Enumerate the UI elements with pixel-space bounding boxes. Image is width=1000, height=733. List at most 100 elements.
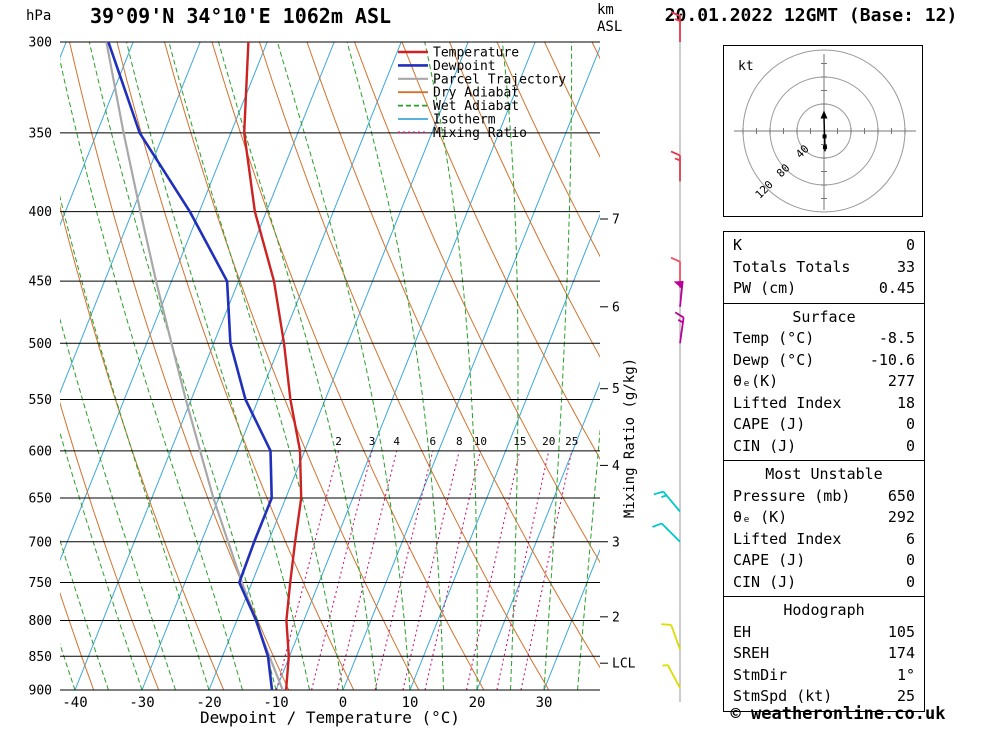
stat-label: EH (733, 622, 752, 641)
temp-tick-label: 0 (339, 695, 347, 711)
hodograph-ring-label: 120 (753, 178, 776, 201)
stat-label: SREH (733, 644, 770, 662)
asl-unit-label: ASL (597, 19, 623, 35)
stat-row: CIN (J) 0 (733, 572, 915, 594)
dewpoint-curve (107, 42, 274, 690)
mixing-ratio-value-label: 10 (474, 435, 487, 448)
hodograph-arrowhead (820, 110, 828, 119)
stat-value: 0 (905, 551, 915, 569)
stat-row: StmDir 1° (733, 665, 915, 687)
mixing-ratio-value-label: 6 (429, 435, 436, 448)
stat-label: CIN (J) (733, 572, 797, 591)
stats-section-most-unstable: Most Unstable Pressure (mb) 650 θₑ (K) 292 Li… (723, 460, 925, 597)
stat-row: Pressure (mb) 650 (733, 486, 915, 508)
stat-label: θₑ(K) (733, 372, 779, 390)
stat-value: 292 (887, 508, 915, 526)
isotherm-line (60, 42, 201, 394)
km-tick-label: 6 (612, 300, 620, 315)
legend-label: Dry Adiabat (433, 86, 519, 101)
altitude-axis-unit-label: km ASL (597, 2, 622, 36)
wind-barb (661, 623, 681, 650)
wind-barb-column (652, 11, 685, 702)
hodograph-ring-label: 40 (793, 142, 812, 161)
pressure-tick-label: 450 (29, 275, 52, 290)
pressure-tick-label: 500 (29, 337, 52, 352)
profiles (105, 42, 303, 690)
stat-label: PW (cm) (733, 279, 797, 297)
stat-label: Dewp (°C) (733, 350, 815, 369)
pressure-tick-label: 400 (29, 205, 52, 220)
stat-label: Temp (°C) (733, 329, 815, 347)
mixing-ratio-value-label: 25 (565, 435, 578, 448)
mixing-ratio-value-label: 3 (369, 435, 376, 448)
section-title: Hodograph (783, 601, 865, 619)
isotherm-line (60, 42, 268, 562)
section-title: Surface (792, 307, 856, 326)
temp-tick-label: 20 (469, 695, 486, 711)
temp-tick-label: 30 (536, 695, 553, 711)
stat-label: CAPE (J) (733, 551, 806, 569)
stat-row: Lifted Index 6 (733, 529, 915, 551)
temp-tick-label: 10 (402, 695, 419, 711)
stat-label: StmSpd (kt) (733, 687, 833, 705)
km-tick-label: 5 (612, 382, 620, 397)
stat-row: Temp (°C) -8.5 (733, 328, 915, 350)
lcl-label: LCL (612, 657, 636, 672)
km-tick-label: 4 (612, 459, 620, 474)
stat-label: Totals Totals (733, 257, 851, 276)
stats-section-hodograph: Hodograph EH 105 SREH 174 StmDir 1° StmSpd (kt)… (723, 596, 925, 712)
legend-label: Parcel Trajectory (433, 72, 566, 87)
section-title: Most Unstable (765, 465, 883, 483)
skewt-diagram: 3003504004505005506006507007508008509002… (29, 11, 685, 727)
wet-adiabats (60, 42, 600, 690)
mixing-ratio-value-label: 15 (513, 435, 526, 448)
dry-adiabats (60, 42, 600, 690)
stat-label: Lifted Index (733, 529, 842, 548)
pressure-tick-label: 750 (29, 576, 52, 591)
legend-label: Temperature (433, 46, 519, 61)
parcel-trajectory-curve (105, 42, 284, 690)
stat-value: 6 (905, 529, 915, 548)
temp-tick-label: -40 (62, 695, 87, 711)
wind-barb (652, 522, 681, 543)
mixing-ratio-value-label: 2 (335, 435, 342, 448)
stat-value: 1° (896, 665, 915, 684)
legend-label: Wet Adiabat (433, 99, 519, 114)
stat-value: 33 (896, 257, 915, 276)
pressure-tick-label: 300 (29, 36, 52, 51)
wind-barb (670, 150, 681, 182)
stats-section-indices: K 0 Totals Totals 33 PW (cm) 0.45 (723, 231, 925, 304)
stat-row: θₑ (K) 292 (733, 507, 915, 529)
pressure-tick-label: 600 (29, 444, 52, 459)
stat-row: Lifted Index 18 (733, 393, 915, 415)
stat-row: θₑ(K) 277 (733, 371, 915, 393)
legend-label: Isotherm (433, 113, 496, 128)
copyright-link[interactable]: © weatheronline.co.uk (730, 704, 946, 724)
wind-barb (673, 280, 684, 307)
pressure-tick-label: 900 (29, 684, 52, 699)
stat-value: 277 (887, 372, 915, 390)
stat-row: CAPE (J) 0 (733, 550, 915, 572)
isotherm-line (60, 42, 134, 227)
stat-label: CIN (J) (733, 436, 797, 455)
stat-label: StmDir (733, 665, 788, 684)
stat-label: CAPE (J) (733, 415, 806, 433)
stat-value: 0 (905, 236, 915, 254)
stat-label: Lifted Index (733, 393, 842, 412)
stats-panel: K 0 Totals Totals 33 PW (cm) 0.45 Surface Temp … (723, 231, 925, 712)
wind-barb (653, 490, 681, 513)
run-title: 20.01.2022 12GMT (Base: 12) (664, 5, 958, 26)
stats-section-surface: Surface Temp (°C) -8.5 Dewp (°C) -10.6 θₑ(K) 2… (723, 302, 925, 461)
pressure-axis-unit-label: hPa (26, 8, 52, 24)
stat-row: EH 105 (733, 622, 915, 644)
stat-value: 105 (887, 622, 915, 641)
km-unit-label: km (597, 2, 614, 18)
stat-value: 174 (887, 644, 915, 662)
stat-value: 0 (905, 415, 915, 433)
wind-barb (670, 11, 681, 42)
hodograph-dot (822, 145, 827, 150)
